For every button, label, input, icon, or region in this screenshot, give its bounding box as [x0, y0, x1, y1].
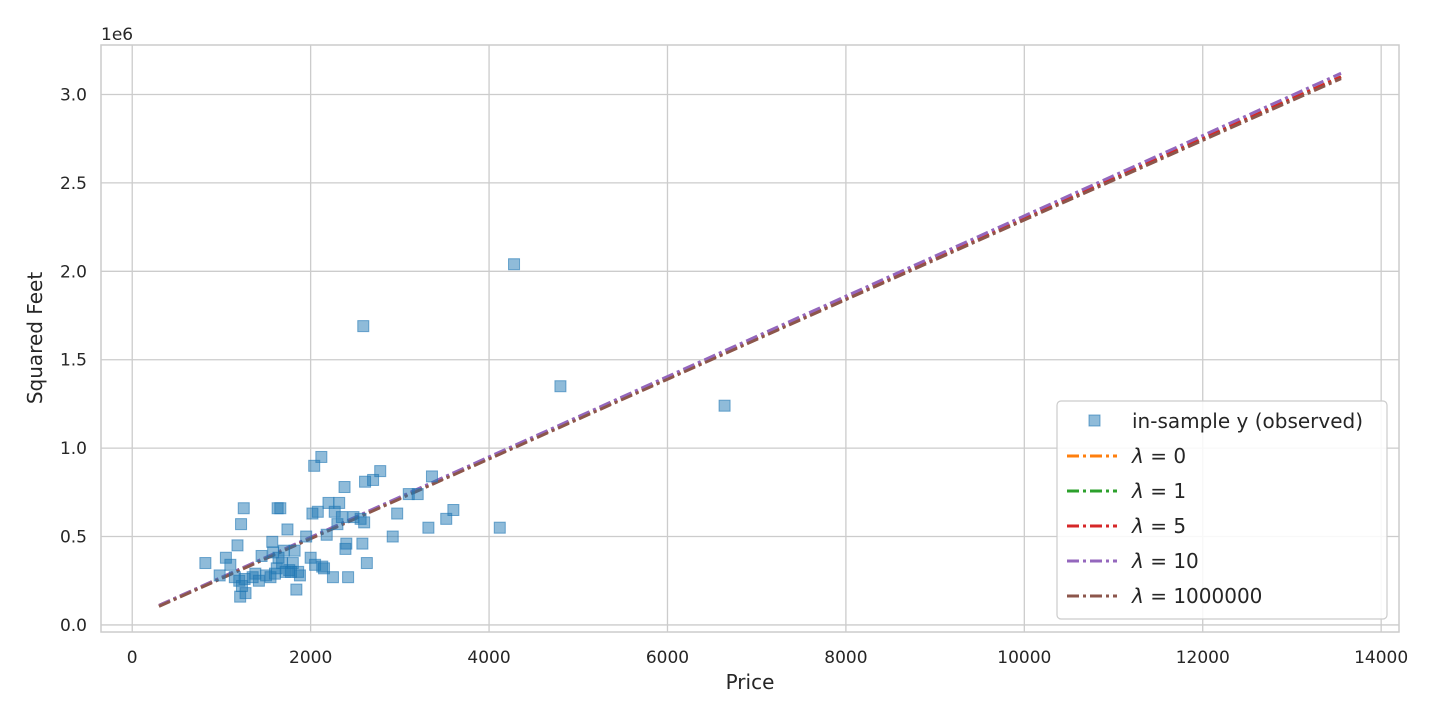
- scatter-point: [422, 521, 435, 534]
- scatter-point: [293, 569, 306, 582]
- y-tick-label: 2.0: [60, 262, 87, 282]
- legend-marker-observed: [1088, 414, 1101, 427]
- scatter-point: [290, 583, 303, 596]
- y-axis: 0.0 0.5 1.0 1.5 2.0 2.5 3.0: [60, 86, 87, 636]
- x-axis-title: Price: [726, 670, 775, 694]
- scatter-point: [718, 399, 731, 412]
- legend-label-lambda-1000000: λ = 1000000: [1131, 584, 1262, 608]
- y-axis-title: Squared Feet: [23, 272, 47, 404]
- scatter-point: [342, 571, 355, 584]
- scatter-point: [224, 558, 237, 571]
- y-tick-label: 1.0: [60, 439, 87, 459]
- scatter-point: [425, 470, 438, 483]
- legend-box: [1056, 400, 1388, 620]
- x-tick-label: 6000: [646, 648, 689, 668]
- scatter-point: [237, 502, 250, 515]
- scatter-point: [199, 557, 212, 570]
- y-tick-label: 2.5: [60, 174, 87, 194]
- x-axis: 0 2000 4000 6000 8000 10000 12000 14000: [127, 648, 1408, 668]
- scatter-point: [440, 512, 453, 525]
- x-tick-label: 4000: [467, 648, 510, 668]
- scatter-point: [311, 505, 324, 518]
- legend-label-lambda-10: λ = 10: [1131, 549, 1199, 573]
- scatter-point: [320, 528, 333, 541]
- scatter-point: [239, 587, 252, 600]
- scatter-point: [235, 518, 248, 531]
- scatter-point: [357, 320, 370, 333]
- scatter-point: [274, 502, 287, 515]
- y-tick-label: 1.5: [60, 351, 87, 371]
- scatter-point: [333, 496, 346, 509]
- legend-label-lambda-0: λ = 0: [1131, 444, 1186, 468]
- scatter-point: [340, 537, 353, 550]
- scatter-point: [326, 571, 339, 584]
- scatter-point: [277, 544, 290, 557]
- plot-frame: [100, 44, 1400, 633]
- x-tick-label: 8000: [824, 648, 867, 668]
- scatter-point: [308, 459, 321, 472]
- x-tick-label: 2000: [289, 648, 332, 668]
- scatter-point: [266, 535, 279, 548]
- scatter-point: [315, 450, 328, 463]
- scatter-point: [447, 504, 460, 517]
- y-tick-label: 0.5: [60, 528, 87, 548]
- scatter-point: [508, 258, 521, 271]
- scatter-point: [288, 544, 301, 557]
- scatter-point: [213, 569, 226, 582]
- scatter-point: [374, 465, 387, 478]
- scatter-point: [360, 557, 373, 570]
- x-tick-label: 12000: [1176, 648, 1230, 668]
- y-tick-label: 3.0: [60, 86, 87, 106]
- scatter-point: [300, 530, 313, 543]
- scatter-point: [338, 481, 351, 494]
- legend-label-observed: in-sample y (observed): [1132, 409, 1363, 433]
- legend-line-entries: λ = 0 λ = 1 λ = 5 λ = 10 λ = 1000000: [1067, 444, 1262, 608]
- x-tick-label: 14000: [1354, 648, 1408, 668]
- scatter-point: [281, 523, 294, 536]
- scatter-point: [335, 511, 348, 524]
- scatter-point: [391, 507, 404, 520]
- scatter-point: [356, 537, 369, 550]
- scatter-point: [358, 516, 371, 529]
- legend-label-lambda-5: λ = 5: [1131, 514, 1186, 538]
- scatter-point: [554, 380, 567, 393]
- scatter-point: [493, 521, 506, 534]
- scatter-point: [255, 549, 268, 562]
- y-tick-label: 0.0: [60, 616, 87, 636]
- y-offset-label: 1e6: [101, 25, 133, 45]
- x-tick-label: 0: [127, 648, 138, 668]
- scatter-point: [231, 539, 244, 552]
- legend: in-sample y (observed) λ = 0λ = 1λ = 5λ …: [1056, 400, 1388, 620]
- legend-label-lambda-1: λ = 1: [1131, 479, 1186, 503]
- scatter-point: [411, 488, 424, 501]
- scatter-point: [367, 473, 380, 486]
- scatter-point: [386, 530, 399, 543]
- scatter-point: [318, 562, 331, 575]
- scatter-points: [199, 258, 731, 603]
- x-tick-label: 10000: [997, 648, 1051, 668]
